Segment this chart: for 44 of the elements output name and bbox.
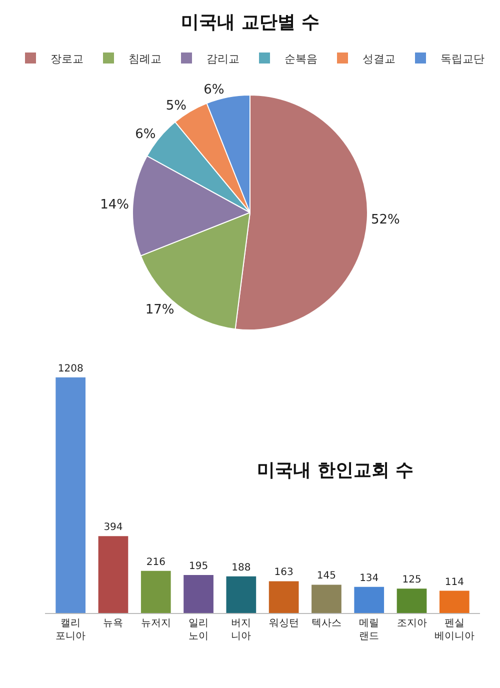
x-tick-label: 일리 노이: [188, 618, 209, 642]
bar: [184, 574, 214, 613]
text: 미국내 한인교회 수: [257, 460, 414, 481]
bar: [268, 581, 299, 613]
x-tick-label: 뉴저지: [140, 618, 171, 629]
legend-label: 독립교단: [440, 52, 484, 66]
x-tick-label: 메릴 랜드: [359, 618, 380, 642]
legend-label: 감리교: [206, 52, 240, 66]
data-label: 195: [188, 560, 208, 572]
bar: [354, 586, 384, 613]
bar: [98, 536, 128, 613]
legend-label: 장로교: [50, 52, 84, 66]
data-label: 14%: [100, 198, 129, 213]
bar: [140, 570, 171, 613]
data-label: 134: [360, 572, 379, 584]
bar: [396, 588, 427, 613]
legend-label: 성결교: [362, 52, 396, 66]
data-label: 145: [316, 570, 336, 582]
data-label: 6%: [204, 82, 224, 98]
bar: [226, 576, 256, 613]
bar: [439, 590, 470, 613]
data-label: 125: [402, 574, 422, 586]
x-tick-label: 워싱턴: [268, 618, 299, 629]
data-label: 52%: [371, 212, 400, 228]
legend-label: 순복음: [284, 52, 318, 66]
x-tick-label: 펜실 베이니아: [434, 618, 474, 642]
legend-label: 침례교: [128, 52, 162, 66]
data-label: 216: [146, 556, 166, 568]
data-label: 5%: [166, 98, 186, 114]
data-label: 188: [232, 562, 251, 574]
data-label: 1208: [58, 363, 84, 374]
data-label: 114: [444, 576, 464, 588]
data-label: 394: [104, 522, 123, 534]
x-tick-label: 뉴욕: [103, 618, 124, 629]
data-label: 6%: [135, 127, 156, 142]
x-tick-label: 캘리 포니아: [56, 618, 86, 642]
chart-title: 미국내 교단별 수: [181, 12, 320, 33]
x-tick-label: 텍사스: [311, 618, 342, 629]
data-label: 17%: [145, 302, 174, 318]
x-tick-label: 버지 니아: [231, 618, 252, 642]
x-tick-label: 조지아: [396, 618, 427, 629]
data-label: 163: [274, 567, 294, 578]
bar: [312, 584, 342, 613]
bar: [56, 377, 86, 613]
